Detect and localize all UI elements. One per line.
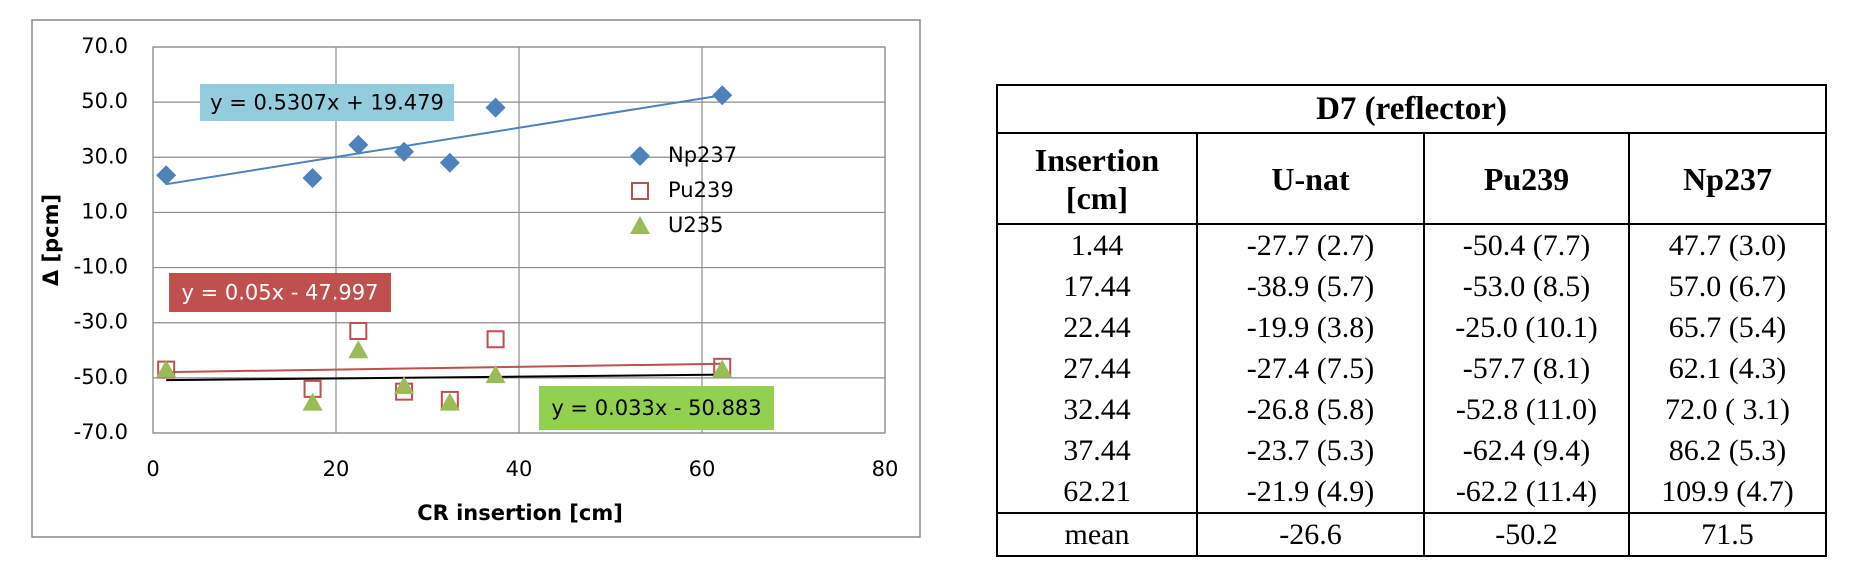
- table-cell: -25.0 (10.1): [1423, 307, 1630, 348]
- x-tick-label: 60: [689, 457, 716, 481]
- table-row: 37.44 -23.7 (5.3) -62.4 (9.4) 86.2 (5.3): [996, 430, 1828, 471]
- column-header: Np237: [1627, 132, 1828, 225]
- trendline-label: y = 0.033x - 50.883: [551, 396, 761, 420]
- legend-label: Np237: [668, 143, 737, 167]
- footer-cell: -26.6: [1196, 512, 1425, 557]
- point: [439, 152, 460, 173]
- table-row: 32.44 -26.8 (5.8) -52.8 (11.0) 72.0 ( 3.1): [996, 389, 1828, 430]
- x-tick-label: 20: [323, 457, 350, 481]
- table-row: 22.44 -19.9 (3.8) -25.0 (10.1) 65.7 (5.4): [996, 307, 1828, 348]
- table-cell: 22.44: [996, 307, 1198, 348]
- x-tick-label: 0: [146, 457, 159, 481]
- y-tick-label: -50.0: [74, 365, 128, 389]
- table-cell: -21.9 (4.9): [1196, 471, 1425, 513]
- table-cell: -19.9 (3.8): [1196, 307, 1425, 348]
- y-tick-label: 30.0: [81, 144, 128, 168]
- point: [156, 165, 177, 186]
- table-cell: -26.8 (5.8): [1196, 389, 1425, 430]
- table-cell: -53.0 (8.5): [1423, 266, 1630, 307]
- y-tick-label: 50.0: [81, 89, 128, 113]
- table-cell: 65.7 (5.4): [1627, 307, 1828, 348]
- table-title: D7 (reflector): [995, 84, 1828, 134]
- point: [712, 85, 733, 106]
- table-cell: 72.0 ( 3.1): [1627, 389, 1828, 430]
- column-header: Pu239: [1423, 132, 1630, 225]
- footer-cell: 71.5: [1627, 512, 1828, 557]
- point: [348, 340, 369, 359]
- point: [485, 97, 506, 118]
- table-row: 27.44 -27.4 (7.5) -57.7 (8.1) 62.1 (4.3): [996, 348, 1828, 389]
- trendline-label-box: [169, 273, 391, 312]
- table-cell: 47.7 (3.0): [1627, 224, 1828, 266]
- legend-label: U235: [668, 213, 723, 237]
- point: [394, 376, 415, 395]
- x-tick-label: 40: [506, 457, 533, 481]
- table-cell: 62.21: [996, 471, 1198, 513]
- column-header: Insertion [cm]: [996, 132, 1198, 225]
- trendline-label: y = 0.05x - 47.997: [182, 281, 379, 305]
- table-cell: -23.7 (5.3): [1196, 430, 1425, 471]
- trendline-label: y = 0.5307x + 19.479: [210, 91, 444, 115]
- table-cell: -62.4 (9.4): [1423, 430, 1630, 471]
- table-cell: 109.9 (4.7): [1627, 471, 1828, 513]
- trendline: [166, 94, 723, 186]
- table-cell: 17.44: [996, 266, 1198, 307]
- point: [394, 141, 415, 162]
- chart-frame: [31, 19, 921, 538]
- table-cell: -52.8 (11.0): [1423, 389, 1630, 430]
- table-cell: 32.44: [996, 389, 1198, 430]
- x-tick-label: 80: [872, 457, 899, 481]
- table-cell: -27.4 (7.5): [1196, 348, 1425, 389]
- point: [349, 321, 368, 340]
- table-cell: -38.9 (5.7): [1196, 266, 1425, 307]
- trendline-label-box: [200, 84, 454, 121]
- table-cell: -50.4 (7.7): [1423, 224, 1630, 266]
- data-table: D7 (reflector) Insertion [cm] U-nat Pu239 N…: [995, 84, 1828, 557]
- y-tick-label: 70.0: [81, 34, 128, 58]
- point: [486, 330, 505, 349]
- table-row: 1.44 -27.7 (2.7) -50.4 (7.7) 47.7 (3.0): [996, 224, 1828, 266]
- y-tick-label: -30.0: [74, 310, 128, 334]
- plot-area: [152, 46, 886, 434]
- table-cell: -62.2 (11.4): [1423, 471, 1630, 513]
- y-tick-label: -10.0: [74, 255, 128, 279]
- point: [439, 392, 460, 411]
- table-cell: 86.2 (5.3): [1627, 430, 1828, 471]
- table-cell: -27.7 (2.7): [1196, 224, 1425, 266]
- trendline: [166, 373, 723, 382]
- y-tick-label: -70.0: [74, 420, 128, 444]
- x-axis-title: CR insertion [cm]: [417, 501, 623, 525]
- point: [302, 392, 323, 411]
- table-cell: 27.44: [996, 348, 1198, 389]
- column-header: U-nat: [1196, 132, 1425, 225]
- legend-marker: [631, 182, 649, 200]
- trendline: [166, 362, 723, 374]
- footer-cell: mean: [996, 512, 1198, 557]
- y-axis-title: Δ [pcm]: [39, 194, 63, 286]
- point: [348, 134, 369, 155]
- table-row: 62.21 -21.9 (4.9) -62.2 (11.4) 109.9 (4.7): [996, 471, 1828, 513]
- trendline-label-box: [539, 386, 774, 430]
- table-cell: 37.44: [996, 430, 1198, 471]
- point: [156, 359, 177, 378]
- table-cell: -57.7 (8.1): [1423, 348, 1630, 389]
- table-row: 17.44 -38.9 (5.7) -53.0 (8.5) 57.0 (6.7): [996, 266, 1828, 307]
- legend-marker: [630, 146, 650, 166]
- table-cell: 57.0 (6.7): [1627, 266, 1828, 307]
- y-tick-label: 10.0: [81, 199, 128, 223]
- point: [302, 167, 323, 188]
- legend-marker: [630, 216, 650, 234]
- table-cell: 1.44: [996, 224, 1198, 266]
- table-cell: 62.1 (4.3): [1627, 348, 1828, 389]
- legend-label: Pu239: [668, 178, 734, 202]
- chart: CR insertion [cm] Δ [pcm] -70.0 -50.0 -30.…: [31, 19, 921, 538]
- point: [485, 365, 506, 384]
- footer-cell: -50.2: [1423, 512, 1630, 557]
- point: [712, 359, 733, 378]
